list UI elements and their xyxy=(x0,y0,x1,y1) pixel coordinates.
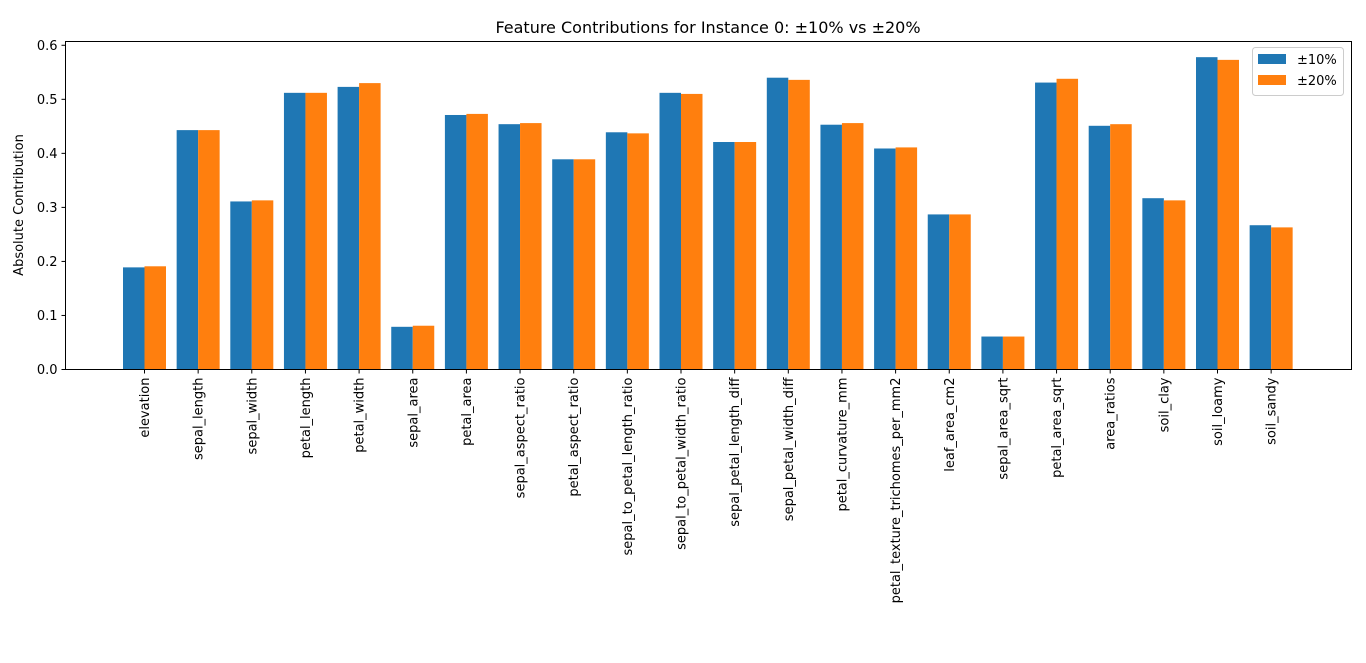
bar-pm10-soil_loamy xyxy=(1196,57,1218,370)
bar-pm10-petal_aspect_ratio xyxy=(552,159,574,370)
bar-pm20-sepal_petal_length_diff xyxy=(734,142,757,370)
bar-pm10-sepal_aspect_ratio xyxy=(498,124,521,370)
bar-pm10-elevation xyxy=(123,267,145,370)
y-axis: 0.0 0.1 0.2 0.3 0.4 0.5 0.6 xyxy=(37,39,66,378)
bar-pm20-petal_width xyxy=(359,83,381,370)
y-tick-label: 0.5 xyxy=(37,93,58,108)
x-tick-label: sepal_petal_length_diff xyxy=(728,376,743,526)
bar-pm20-soil_sandy xyxy=(1271,227,1293,370)
bar-pm20-elevation xyxy=(144,266,166,370)
x-tick-label: sepal_aspect_ratio xyxy=(514,377,529,498)
bar-pm20-sepal_aspect_ratio xyxy=(520,123,542,370)
x-tick-label: sepal_to_petal_length_ratio xyxy=(621,377,636,555)
bar-pm10-sepal_area_sqrt xyxy=(981,336,1003,370)
x-tick-label: petal_texture_trichomes_per_mm2 xyxy=(889,378,904,604)
bar-pm20-sepal_width xyxy=(251,200,274,370)
x-tick-label: area_ratios xyxy=(1104,377,1119,449)
bar-pm10-petal_area xyxy=(444,114,467,370)
plot-area xyxy=(123,57,1293,370)
x-axis: elevation sepal_length sepal_width petal_le… xyxy=(138,369,1280,604)
legend-swatch xyxy=(1258,54,1286,64)
y-tick-label: 0.2 xyxy=(37,255,58,270)
y-tick-label: 0.3 xyxy=(37,201,58,216)
bar-pm20-leaf_area_cm2 xyxy=(949,214,971,370)
y-axis-label: Absolute Contribution xyxy=(12,134,27,276)
bar-pm20-petal_aspect_ratio xyxy=(573,159,596,370)
bar-pm10-leaf_area_cm2 xyxy=(927,214,950,370)
x-tick-label: petal_length xyxy=(299,378,314,459)
y-tick-label: 0.6 xyxy=(37,39,58,54)
x-tick-label: sepal_length xyxy=(192,378,207,461)
bar-pm10-sepal_width xyxy=(230,201,252,370)
bar-pm10-petal_length xyxy=(283,92,306,370)
bar-pm10-sepal_petal_width_diff xyxy=(766,77,789,370)
bar-pm10-sepal_area xyxy=(391,326,413,370)
x-tick-label: sepal_width xyxy=(245,378,260,455)
bar-pm20-soil_clay xyxy=(1163,200,1186,370)
x-tick-label: petal_curvature_mm xyxy=(835,378,850,512)
bar-pm10-soil_sandy xyxy=(1249,225,1272,370)
y-tick-label: 0.1 xyxy=(37,309,58,324)
bar-pm20-petal_texture_trichomes_per_mm2 xyxy=(895,147,918,370)
x-tick-label: elevation xyxy=(138,378,153,438)
bar-pm10-petal_area_sqrt xyxy=(1035,82,1057,370)
bar-pm10-sepal_length xyxy=(176,130,199,370)
legend-swatch xyxy=(1258,75,1286,85)
bar-pm20-area_ratios xyxy=(1110,124,1132,370)
bar-pm20-sepal_area xyxy=(412,325,435,370)
chart-title: Feature Contributions for Instance 0: ±1… xyxy=(495,18,920,37)
x-tick-label: petal_area xyxy=(460,378,475,446)
bar-pm20-sepal_to_petal_width_ratio xyxy=(681,93,703,370)
x-tick-label: soil_sandy xyxy=(1265,377,1280,445)
bar-pm20-soil_loamy xyxy=(1217,59,1239,370)
bar-pm10-petal_width xyxy=(337,86,360,370)
x-tick-label: sepal_petal_width_diff xyxy=(782,376,797,521)
bar-pm10-sepal_to_petal_length_ratio xyxy=(605,132,628,370)
bar-pm20-petal_area_sqrt xyxy=(1056,78,1079,370)
y-tick-label: 0.0 xyxy=(37,363,58,378)
x-tick-label: petal_area_sqrt xyxy=(1050,378,1065,478)
bar-pm10-sepal_petal_length_diff xyxy=(713,142,735,370)
bar-pm20-petal_area xyxy=(466,113,488,370)
legend: ±10% ±20% xyxy=(1252,47,1344,96)
x-tick-label: sepal_area_sqrt xyxy=(996,378,1011,480)
legend-label: ±10% xyxy=(1297,53,1337,68)
x-tick-label: sepal_to_petal_width_ratio xyxy=(675,377,690,549)
bar-pm20-petal_length xyxy=(305,92,327,370)
bar-pm20-sepal_area_sqrt xyxy=(1002,336,1025,370)
x-tick-label: soil_loamy xyxy=(1211,377,1226,446)
bar-pm10-petal_texture_trichomes_per_mm2 xyxy=(874,148,896,370)
bar-pm20-sepal_length xyxy=(198,130,220,370)
plot-frame xyxy=(65,41,1352,370)
y-tick-label: 0.4 xyxy=(37,147,58,162)
bar-pm10-petal_curvature_mm xyxy=(820,124,842,370)
bar-pm10-area_ratios xyxy=(1088,125,1111,370)
x-tick-label: sepal_area xyxy=(406,378,421,448)
x-tick-label: leaf_area_cm2 xyxy=(943,378,958,472)
bar-pm10-soil_clay xyxy=(1142,198,1164,370)
bar-pm20-sepal_petal_width_diff xyxy=(788,79,810,370)
x-tick-label: petal_width xyxy=(353,378,368,453)
x-tick-label: petal_aspect_ratio xyxy=(567,377,582,496)
bar-pm20-sepal_to_petal_length_ratio xyxy=(627,133,649,370)
bar-pm10-sepal_to_petal_width_ratio xyxy=(659,92,681,370)
x-tick-label: soil_clay xyxy=(1157,377,1172,432)
bar-pm20-petal_curvature_mm xyxy=(841,123,864,370)
legend-label: ±20% xyxy=(1297,74,1337,89)
